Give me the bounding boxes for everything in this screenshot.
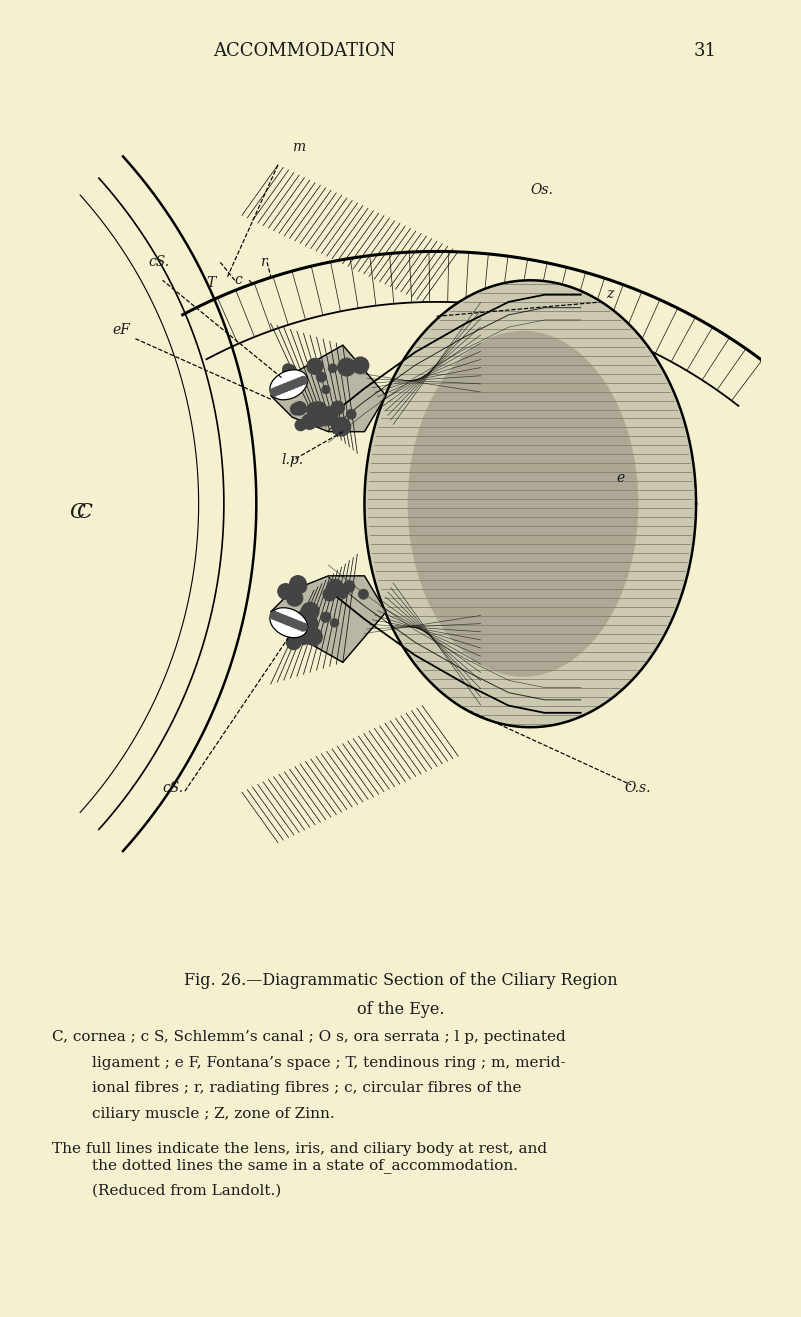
Circle shape [296,378,304,386]
Circle shape [338,358,356,375]
Circle shape [316,373,326,382]
Text: (Reduced from Landolt.): (Reduced from Landolt.) [92,1184,281,1198]
Circle shape [328,363,336,373]
Circle shape [352,357,368,374]
Circle shape [301,602,319,620]
Circle shape [300,623,307,631]
Text: of the Eye.: of the Eye. [356,1001,445,1018]
Text: m: m [292,140,305,154]
Text: Fig. 26.—Diagrammatic Section of the Ciliary Region: Fig. 26.—Diagrammatic Section of the Cil… [183,972,618,989]
Text: r: r [260,255,267,269]
Circle shape [274,387,282,395]
Text: Os.: Os. [530,183,553,196]
Circle shape [281,383,289,391]
Circle shape [346,585,354,593]
Text: c: c [235,273,243,287]
Circle shape [292,620,300,628]
Circle shape [271,611,278,619]
Circle shape [331,619,339,627]
Text: e: e [617,471,625,485]
Circle shape [283,365,297,379]
Text: the dotted lines the same in a state of_accommodation.: the dotted lines the same in a state of_… [92,1159,518,1173]
Circle shape [278,583,293,599]
Text: O.s.: O.s. [624,781,650,795]
Circle shape [293,402,306,415]
Circle shape [324,587,336,601]
Circle shape [347,410,356,419]
Circle shape [296,622,304,630]
Polygon shape [271,345,386,432]
Ellipse shape [408,331,638,677]
Text: cS.: cS. [148,255,169,269]
Circle shape [288,619,296,627]
Circle shape [327,579,344,597]
Text: z: z [606,287,614,302]
Circle shape [329,414,337,421]
Circle shape [307,403,320,416]
Circle shape [274,612,282,620]
Circle shape [288,381,296,389]
Text: C: C [69,503,85,522]
Circle shape [283,363,293,374]
Circle shape [287,590,303,606]
Circle shape [328,414,337,423]
Circle shape [312,402,327,416]
Circle shape [302,615,318,631]
Text: C, cornea ; c S, Schlemm’s canal ; O s, ora serrata ; l p, pectinated: C, cornea ; c S, Schlemm’s canal ; O s, … [52,1030,566,1044]
Polygon shape [364,281,696,727]
Circle shape [314,414,327,427]
Circle shape [288,623,300,636]
Circle shape [296,420,306,431]
Polygon shape [271,576,386,662]
Circle shape [287,635,301,649]
Text: T: T [206,277,215,291]
Circle shape [320,407,338,425]
Circle shape [323,612,330,620]
Ellipse shape [270,370,308,400]
Circle shape [332,417,351,436]
Circle shape [293,579,307,593]
Circle shape [302,414,317,429]
Text: The full lines indicate the lens, iris, and ciliary body at rest, and: The full lines indicate the lens, iris, … [52,1142,547,1156]
Circle shape [322,386,330,394]
Circle shape [281,616,289,624]
Text: l.p.: l.p. [282,453,304,468]
Circle shape [359,590,368,599]
Text: ligament ; e F, Fontana’s space ; T, tendinous ring ; m, merid-: ligament ; e F, Fontana’s space ; T, ten… [92,1056,566,1069]
Circle shape [305,628,322,645]
Circle shape [278,615,285,623]
Circle shape [285,618,292,626]
Circle shape [344,581,355,591]
Circle shape [339,590,347,598]
Text: ional fibres ; r, radiating fibres ; c, circular fibres of the: ional fibres ; r, radiating fibres ; c, … [92,1081,521,1096]
Text: cS.: cS. [163,781,183,795]
Circle shape [300,377,307,385]
Circle shape [292,379,300,387]
Circle shape [290,576,306,593]
Circle shape [308,402,324,419]
Circle shape [329,581,342,593]
Ellipse shape [270,607,308,637]
Text: 31: 31 [694,42,716,61]
Circle shape [271,389,278,396]
Circle shape [331,402,344,415]
Circle shape [278,385,285,392]
Circle shape [285,382,292,390]
Circle shape [291,403,302,415]
Text: ciliary muscle ; Z, zone of Zinn.: ciliary muscle ; Z, zone of Zinn. [92,1106,335,1121]
Circle shape [298,633,308,644]
Circle shape [297,610,313,626]
Text: C: C [76,503,92,522]
Circle shape [320,612,331,622]
Circle shape [307,358,323,374]
Text: eF: eF [112,324,130,337]
Circle shape [292,589,300,597]
Text: ACCOMMODATION: ACCOMMODATION [213,42,396,61]
